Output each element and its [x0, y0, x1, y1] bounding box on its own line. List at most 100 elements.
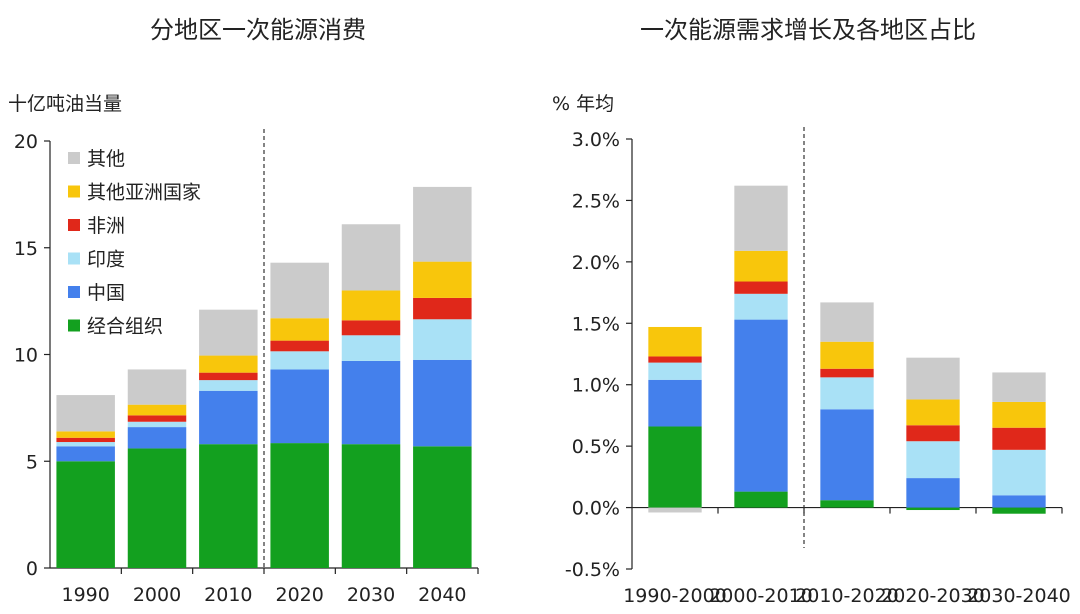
- right-chart-bar-segment: [648, 426, 702, 508]
- right-chart-bar-segment: [648, 507, 702, 513]
- right-chart-y-tick-label: 3.0%: [572, 129, 620, 151]
- left-chart-bar-segment: [341, 360, 401, 445]
- legend-label: 印度: [87, 249, 125, 271]
- left-chart-unit-label: 十亿吨油当量: [8, 93, 122, 115]
- left-chart-bar-segment: [341, 290, 401, 321]
- right-chart-bar-segment: [734, 491, 788, 508]
- right-chart-bar-segment: [820, 302, 874, 342]
- left-chart-bar-segment: [270, 351, 329, 370]
- legend-swatch: [68, 185, 80, 198]
- right-chart-bar-segment: [734, 185, 788, 251]
- right-chart-x-tick-label: 2030-2040: [967, 585, 1071, 607]
- right-chart-axes: -0.5% 0.0% 0.5% 1.0% 1.5% 2.0% 2.5% 3.0% 1990-20…: [565, 127, 1071, 607]
- left-chart-bar-segment: [270, 369, 329, 444]
- left-chart-bar-segment: [270, 262, 329, 319]
- left-chart-x-tick-label: 1990: [61, 584, 109, 606]
- right-chart-bar-segment: [906, 507, 960, 511]
- right-chart-bar-segment: [906, 441, 960, 479]
- legend-swatch: [68, 252, 80, 265]
- right-chart-bar-segment: [734, 250, 788, 282]
- right-chart-bar-segment: [992, 427, 1046, 450]
- right-chart-bar-segment: [648, 326, 702, 357]
- right-chart-bar-segment: [992, 372, 1046, 402]
- left-chart-bar-segment: [127, 415, 187, 422]
- left-chart-bar-segment: [199, 309, 258, 356]
- right-chart-y-tick-label: 1.0%: [572, 375, 620, 397]
- left-chart-axes: 0 5 10 15 20 1990 2000 2010 2020 2030 2040: [14, 129, 479, 606]
- legend-swatch: [68, 319, 80, 332]
- left-chart-bar-segment: [56, 461, 115, 568]
- left-chart-title: 分地区一次能源消费: [150, 16, 366, 44]
- right-chart: 一次能源需求增长及各地区占比 % 年均 -0.5% 0.0% 0.5% 1.0% 1.5…: [552, 16, 1071, 607]
- left-chart-bar-segment: [127, 369, 187, 405]
- right-chart-bar-segment: [820, 377, 874, 410]
- right-chart-y-tick-label: 2.0%: [572, 252, 620, 274]
- right-chart-x-tick-label: 2010-2020: [795, 585, 899, 607]
- right-chart-bar-segment: [992, 401, 1046, 428]
- left-chart-bar-segment: [413, 297, 472, 320]
- left-chart-x-tick-label: 2000: [133, 584, 181, 606]
- left-chart-y-tick-label: 0: [26, 558, 38, 580]
- right-chart-bar-segment: [648, 379, 702, 427]
- legend-swatch: [68, 219, 80, 231]
- left-chart-x-tick-label: 2010: [204, 584, 252, 606]
- left-chart-bar-segment: [127, 404, 187, 416]
- right-chart-bar-segment: [820, 368, 874, 378]
- right-chart-y-tick-label: 0.5%: [572, 436, 620, 458]
- right-chart-x-tick-label: 1990-2000: [623, 585, 727, 607]
- right-chart-bar-segment: [906, 357, 960, 400]
- right-chart-y-tick-label: -0.5%: [565, 559, 620, 581]
- right-chart-bar-segment: [734, 293, 788, 320]
- left-chart-bar-segment: [127, 421, 187, 428]
- right-chart-bar-segment: [648, 356, 702, 363]
- left-chart-bar-segment: [341, 224, 401, 291]
- right-chart-x-tick-label: 2020-2030: [881, 585, 985, 607]
- right-chart-bar-segment: [820, 341, 874, 369]
- left-chart-bar-segment: [413, 186, 472, 262]
- right-chart-bar-segment: [992, 449, 1046, 496]
- left-chart-y-tick-label: 15: [14, 238, 38, 260]
- left-chart-bar-segment: [341, 335, 401, 361]
- left-chart-bar-segment: [199, 372, 258, 381]
- left-chart-bar-segment: [56, 446, 115, 462]
- left-chart-bar-segment: [127, 427, 187, 449]
- right-chart-y-tick-label: 1.5%: [572, 313, 620, 335]
- left-chart-bar-segment: [413, 319, 472, 360]
- legend-label: 经合组织: [87, 316, 163, 338]
- left-chart-bar-segment: [56, 395, 115, 432]
- left-chart-bar-segment: [199, 444, 258, 568]
- legend-label: 其他亚洲国家: [87, 182, 201, 204]
- left-chart-bar-segment: [56, 431, 115, 438]
- legend-label: 非洲: [87, 215, 125, 237]
- right-chart-bars: [648, 185, 1046, 514]
- right-chart-bar-segment: [992, 495, 1046, 508]
- right-chart-bar-segment: [906, 399, 960, 426]
- right-chart-unit-label: % 年均: [552, 93, 614, 115]
- left-chart-bar-segment: [56, 442, 115, 447]
- left-chart-y-tick-label: 10: [14, 345, 38, 367]
- legend-swatch: [68, 152, 80, 164]
- right-chart-bar-segment: [648, 362, 702, 380]
- left-chart-bar-segment: [341, 320, 401, 336]
- right-chart-bar-segment: [734, 281, 788, 294]
- left-chart-y-tick-label: 5: [26, 451, 38, 473]
- right-chart-bar-segment: [734, 319, 788, 492]
- left-chart-bar-segment: [56, 437, 115, 443]
- right-chart-y-tick-label: 0.0%: [572, 498, 620, 520]
- legend-label: 其他: [87, 148, 125, 170]
- left-chart-x-tick-label: 2040: [418, 584, 466, 606]
- legend-label: 中国: [87, 282, 125, 304]
- legend-swatch: [68, 286, 80, 298]
- left-chart-bar-segment: [341, 444, 401, 568]
- left-chart: 分地区一次能源消费 十亿吨油当量 0 5 10 15 20 1990 2000 2010 202…: [8, 16, 479, 606]
- left-chart-x-tick-label: 2030: [347, 584, 395, 606]
- left-chart-bar-segment: [199, 380, 258, 391]
- left-chart-bar-segment: [199, 355, 258, 373]
- left-chart-y-tick-label: 20: [14, 131, 38, 153]
- left-chart-bar-segment: [413, 261, 472, 298]
- left-chart-bar-segment: [270, 340, 329, 352]
- left-chart-bars: [56, 186, 472, 568]
- right-chart-bar-segment: [820, 500, 874, 508]
